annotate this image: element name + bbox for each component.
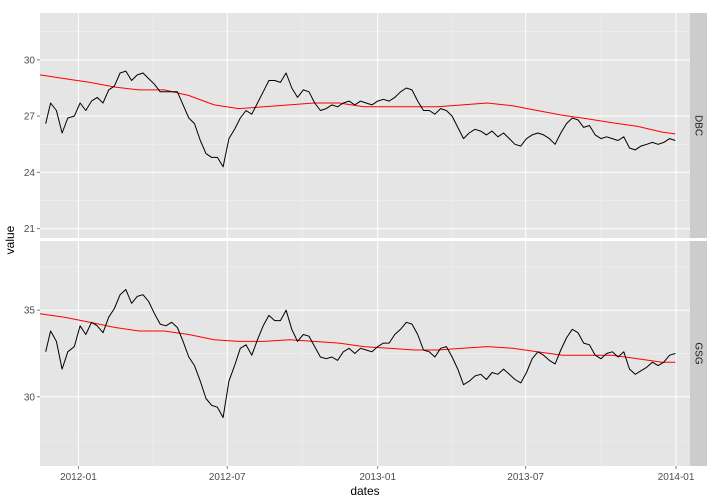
y-tick-label: 30 xyxy=(24,55,36,66)
strip-dbc-label: DBC xyxy=(693,115,704,136)
panel-gsg: 30 35 GSG xyxy=(24,241,707,466)
x-tick-label: 2014-01 xyxy=(658,472,695,483)
y-tick-label: 24 xyxy=(24,168,36,179)
strip-gsg-background xyxy=(690,241,707,466)
panel-dbc-background xyxy=(40,13,690,238)
x-tick-label: 2012-07 xyxy=(209,472,246,483)
panel-gsg-grid xyxy=(40,241,690,466)
x-axis-title: dates xyxy=(350,484,379,498)
x-tick-label: 2013-01 xyxy=(359,472,396,483)
price-line xyxy=(45,289,676,418)
panel-dbc: 21 24 27 30 DBC xyxy=(24,13,707,238)
price-line xyxy=(45,70,676,168)
y-tick-label: 30 xyxy=(24,392,36,403)
moving-average-line xyxy=(39,313,676,363)
panel-gsg-series xyxy=(39,289,676,418)
panel-dbc-grid xyxy=(40,13,690,238)
y-tick-label: 21 xyxy=(24,224,36,235)
x-axis-ticks: 2012-01 2012-07 2013-01 2013-07 2014-01 xyxy=(60,466,695,483)
x-tick-label: 2013-07 xyxy=(507,472,544,483)
strip-dbc-background xyxy=(690,13,707,238)
moving-average-line xyxy=(39,74,676,135)
panel-gsg-y-ticks: 30 35 xyxy=(24,306,40,403)
panel-dbc-series xyxy=(39,70,676,168)
y-axis-title: value xyxy=(3,225,17,254)
y-tick-label: 35 xyxy=(24,306,36,317)
strip-gsg-label: GSG xyxy=(693,342,704,364)
x-tick-label: 2012-01 xyxy=(60,472,97,483)
y-tick-label: 27 xyxy=(24,112,36,123)
panel-dbc-y-ticks: 21 24 27 30 xyxy=(24,55,40,235)
